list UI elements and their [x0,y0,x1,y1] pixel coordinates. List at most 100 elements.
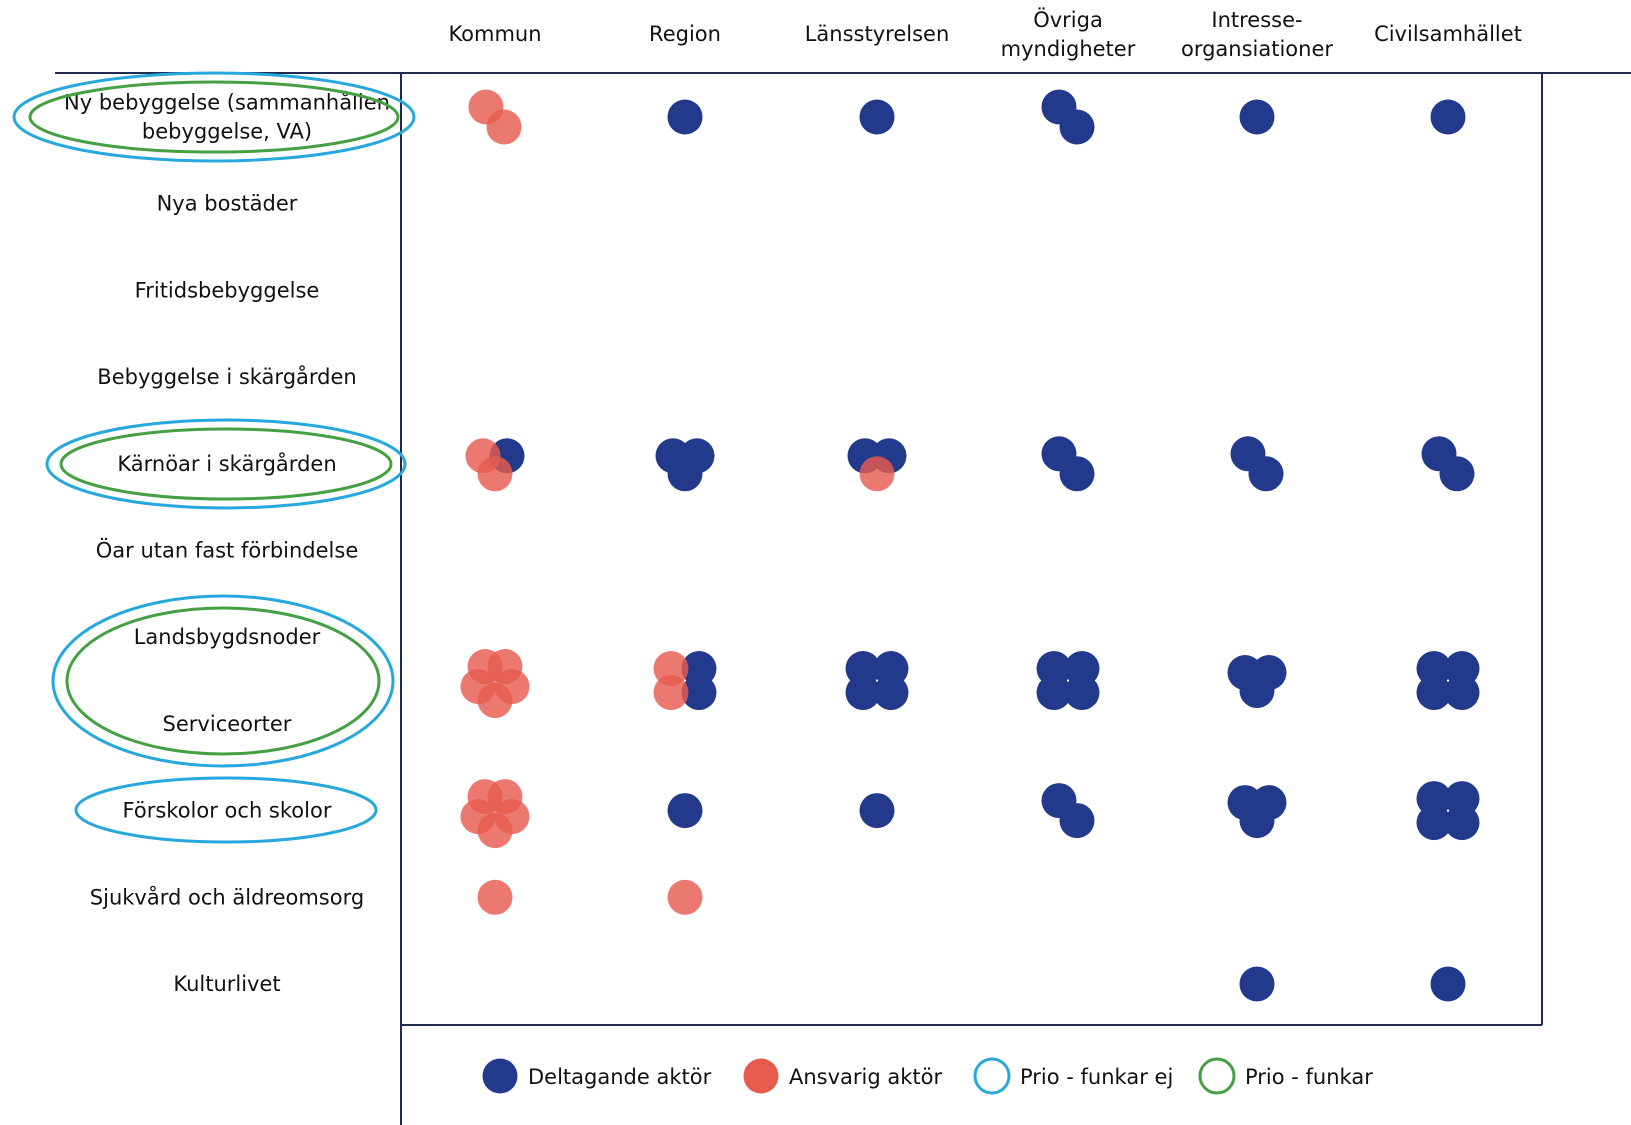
column-header: Intresse-organsiationer [1181,8,1333,61]
legend-prio-not-working: Prio - funkar ej [973,1057,1173,1095]
responsible-actor-dot [653,651,689,687]
column-header: Civilsamhället [1374,22,1522,46]
row-label-text: Sjukvård och äldreomsorg [90,884,364,909]
participating-actor-dot [1239,803,1275,839]
actor-cluster [1041,436,1095,492]
participating-actor-dot [681,651,717,687]
participating-actor-dot [873,675,909,711]
actor-cluster [1239,966,1275,1002]
participating-label: Deltagande aktör [528,1065,712,1089]
responsible-actor-dot [859,456,895,492]
column-header: Region [649,22,721,46]
prio-working-ellipse [28,80,400,154]
participating-actor-dot [1416,675,1452,711]
row-label: Landsbygdsnoder [134,625,321,649]
column-header-text: Övriga [1033,7,1103,32]
row-label: Kulturlivet [173,972,280,996]
participating-actor-dot [1444,781,1480,817]
actor-cluster [1227,655,1287,709]
legend-responsible: Ansvarig aktör [743,1058,942,1094]
participating-swatch [482,1058,518,1094]
column-header-text: Länsstyrelsen [805,22,950,46]
row-label: Öar utan fast förbindelse [96,538,359,563]
actor-cluster [667,879,703,915]
row-label-text: Ny bebyggelse (sammanhållen [64,90,390,115]
actor-cluster [1430,966,1466,1002]
column-header-text: organsiationer [1181,37,1333,61]
row-label-text: Landsbygdsnoder [134,625,321,649]
responsible-actor-dot [477,879,513,915]
participating-actor-dot [1430,966,1466,1002]
row-label: Sjukvård och äldreomsorg [90,884,364,909]
participating-actor-dot [1059,109,1095,145]
prio_working-swatch [1198,1057,1236,1095]
actor-cluster [1041,783,1095,839]
legend-participating: Deltagande aktör [482,1058,712,1094]
row-label: Bebyggelse i skärgården [97,364,356,389]
actor-cluster [1041,89,1095,145]
actor-cluster [653,651,717,711]
actor-cluster [1036,651,1100,711]
column-header-text: Intresse- [1211,8,1302,32]
responsible-label: Ansvarig aktör [789,1065,942,1089]
column-header-text: Kommun [448,22,541,46]
participating-actor-dot [1416,805,1452,841]
actor-cluster [468,89,522,145]
matrix-frame [55,72,1631,1125]
participating-actor-dot [1059,803,1095,839]
prio-not-working-ellipse [74,776,378,844]
participating-actor-dot [1064,675,1100,711]
priority-ellipses [12,71,416,844]
participating-actor-dot [1239,99,1275,135]
participating-actor-dot [1444,805,1480,841]
actor-cluster [477,879,513,915]
column-header-text: myndigheter [1001,37,1136,61]
participating-actor-dot [1444,675,1480,711]
row-label: Kärnöar i skärgården [117,451,336,476]
participating-actor-dot [859,793,895,829]
participating-actor-dot [845,651,881,687]
participating-actor-dot [1416,651,1452,687]
actor-cluster [1239,99,1275,135]
row-label: Fritidsbebyggelse [135,278,320,302]
actor-cluster [1416,781,1480,841]
column-headers: Kommun Region Länsstyrelsen Övriga myndighet… [448,7,1521,61]
row-label-text: Kulturlivet [173,972,280,996]
responsible-actor-dot [653,675,689,711]
row-label-text: bebyggelse, VA) [142,120,312,144]
column-header-text: Region [649,22,721,46]
participating-actor-dot [1439,456,1475,492]
column-header: Kommun [448,22,541,46]
legend-prio-working: Prio - funkar [1198,1057,1373,1095]
actor-cluster [845,651,909,711]
row-label-text: Bebyggelse i skärgården [97,364,356,389]
responsible-actor-dot [486,109,522,145]
actor-cluster [465,438,525,492]
actor-cluster [859,793,895,829]
actor-cluster [460,779,530,849]
row-label: Nya bostäder [157,192,298,216]
actor-cluster [655,438,715,492]
prio-not-working-ellipse [51,594,395,768]
row-label: Förskolor och skolor [123,799,332,823]
actor-cluster [847,438,907,492]
actor-cluster [859,99,895,135]
participating-actor-dot [681,675,717,711]
actor-cluster [1416,651,1480,711]
participating-actor-dot [1416,781,1452,817]
participating-actor-dot [1430,99,1466,135]
column-header: Övriga myndigheter [1001,7,1136,61]
row-labels: Ny bebyggelse (sammanhållen bebyggelse, V… [64,90,390,997]
participating-actor-dot [1444,651,1480,687]
row-label-text: Förskolor och skolor [123,799,332,823]
responsible-actor-dot [477,813,513,849]
actor-cluster [1430,99,1466,135]
column-header-text: Civilsamhället [1374,22,1522,46]
actor-cluster [460,649,530,719]
participating-actor-dot [1239,966,1275,1002]
participating-actor-dot [845,675,881,711]
responsible-swatch [743,1058,779,1094]
participating-actor-dot [667,456,703,492]
responsible-actor-dot [477,456,513,492]
